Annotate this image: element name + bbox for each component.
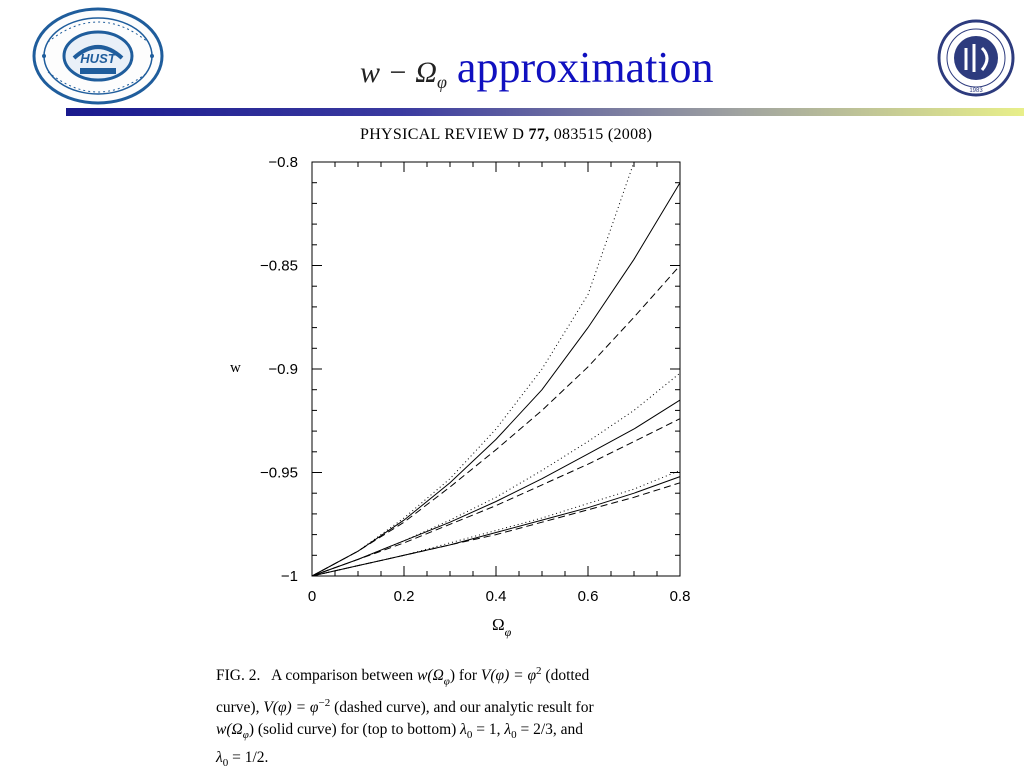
citation-volume: 77, bbox=[528, 126, 550, 143]
curve-solid bbox=[311, 399, 681, 577]
seal-badge-text: HUST bbox=[80, 51, 116, 66]
curve-solid bbox=[311, 182, 681, 577]
caption-math: V(φ) = φ bbox=[263, 699, 319, 717]
caption-text: = 1/2. bbox=[232, 748, 269, 766]
caption-text: (dashed curve), and our analytic result … bbox=[334, 699, 594, 717]
university-seal-logo: HUST bbox=[32, 7, 164, 105]
y-tick-labels: −1 −0.95 −0.9 −0.85 −0.8 bbox=[260, 154, 298, 585]
caption-sup: 2 bbox=[536, 665, 542, 677]
title-word: approximation bbox=[456, 43, 714, 92]
caption-math: λ bbox=[216, 748, 223, 766]
curve-dotted bbox=[311, 372, 681, 577]
curves bbox=[311, 161, 681, 577]
curve-dashed bbox=[311, 418, 681, 577]
caption-math: λ bbox=[504, 721, 512, 739]
y-tick-label: −1 bbox=[281, 568, 298, 585]
curve-solid bbox=[311, 476, 681, 577]
x-tick-label: 0.6 bbox=[578, 588, 599, 605]
caption-line-4: λ0 = 1/2. bbox=[216, 747, 706, 774]
caption-text: (dotted bbox=[545, 667, 590, 685]
caption-text: ) (solid curve) for (top to bottom) bbox=[248, 721, 457, 739]
x-axis-label-base: Ω bbox=[492, 615, 505, 634]
figure-caption: FIG. 2. A comparison between w(Ωφ) for V… bbox=[216, 660, 706, 774]
curve-dotted bbox=[311, 469, 681, 577]
caption-text: A comparison between bbox=[271, 667, 414, 685]
caption-sub: 0 bbox=[511, 729, 517, 742]
y-tick-label: −0.8 bbox=[268, 154, 298, 171]
caption-math: λ bbox=[460, 721, 467, 739]
y-axis-label: w bbox=[230, 360, 241, 376]
journal-citation: PHYSICAL REVIEW D 77, 083515 (2008) bbox=[360, 126, 652, 144]
caption-text: = 1, bbox=[476, 721, 501, 739]
seal-year-text: 1983 bbox=[969, 88, 983, 94]
department-seal-logo: 1983 bbox=[937, 19, 1015, 97]
curve-dashed bbox=[311, 482, 681, 577]
x-axis-label: Ωφ bbox=[492, 615, 512, 639]
title-math-sub: φ bbox=[436, 72, 447, 92]
caption-text: ) for bbox=[449, 667, 477, 685]
x-tick-label: 0.4 bbox=[486, 588, 507, 605]
caption-sub: 0 bbox=[222, 756, 229, 769]
caption-line-1: FIG. 2. A comparison between w(Ωφ) for V… bbox=[216, 660, 706, 692]
caption-math: V(φ) = φ bbox=[480, 667, 537, 685]
caption-line-3: w(Ωφ) (solid curve) for (top to bottom) … bbox=[216, 719, 706, 746]
caption-line-2: curve), V(φ) = φ−2 (dashed curve), and o… bbox=[216, 692, 706, 719]
x-tick-label: 0 bbox=[308, 588, 316, 605]
caption-sub: φ bbox=[242, 729, 249, 742]
caption-text: curve), bbox=[216, 699, 260, 717]
title-divider bbox=[66, 108, 1024, 116]
caption-fig-label: FIG. 2. bbox=[216, 667, 261, 685]
y-tick-label: −0.9 bbox=[268, 361, 298, 378]
y-tick-label: −0.85 bbox=[260, 258, 298, 275]
citation-rest: 083515 (2008) bbox=[553, 126, 653, 143]
x-axis-label-sub: φ bbox=[505, 625, 512, 639]
y-tick-label: −0.95 bbox=[260, 465, 298, 482]
slide-title: w − Ωφ approximation bbox=[360, 42, 714, 102]
plot-frame bbox=[311, 161, 681, 577]
axis-ticks bbox=[311, 161, 681, 577]
caption-math: w(Ω bbox=[216, 721, 243, 739]
caption-sub: 0 bbox=[466, 729, 473, 742]
title-math-base: w − Ω bbox=[360, 56, 437, 89]
caption-text: = 2/3, and bbox=[520, 721, 584, 739]
x-tick-label: 0.2 bbox=[394, 588, 415, 605]
curve-dashed bbox=[311, 265, 681, 577]
citation-journal: PHYSICAL REVIEW D bbox=[360, 126, 525, 143]
caption-sub: φ bbox=[443, 675, 450, 688]
x-tick-labels: 0 0.2 0.4 0.6 0.8 bbox=[308, 588, 691, 605]
caption-sup: −2 bbox=[318, 697, 331, 710]
title-math: w − Ωφ bbox=[360, 56, 447, 92]
caption-math: w(Ω bbox=[417, 667, 444, 685]
x-tick-label: 0.8 bbox=[670, 588, 691, 605]
